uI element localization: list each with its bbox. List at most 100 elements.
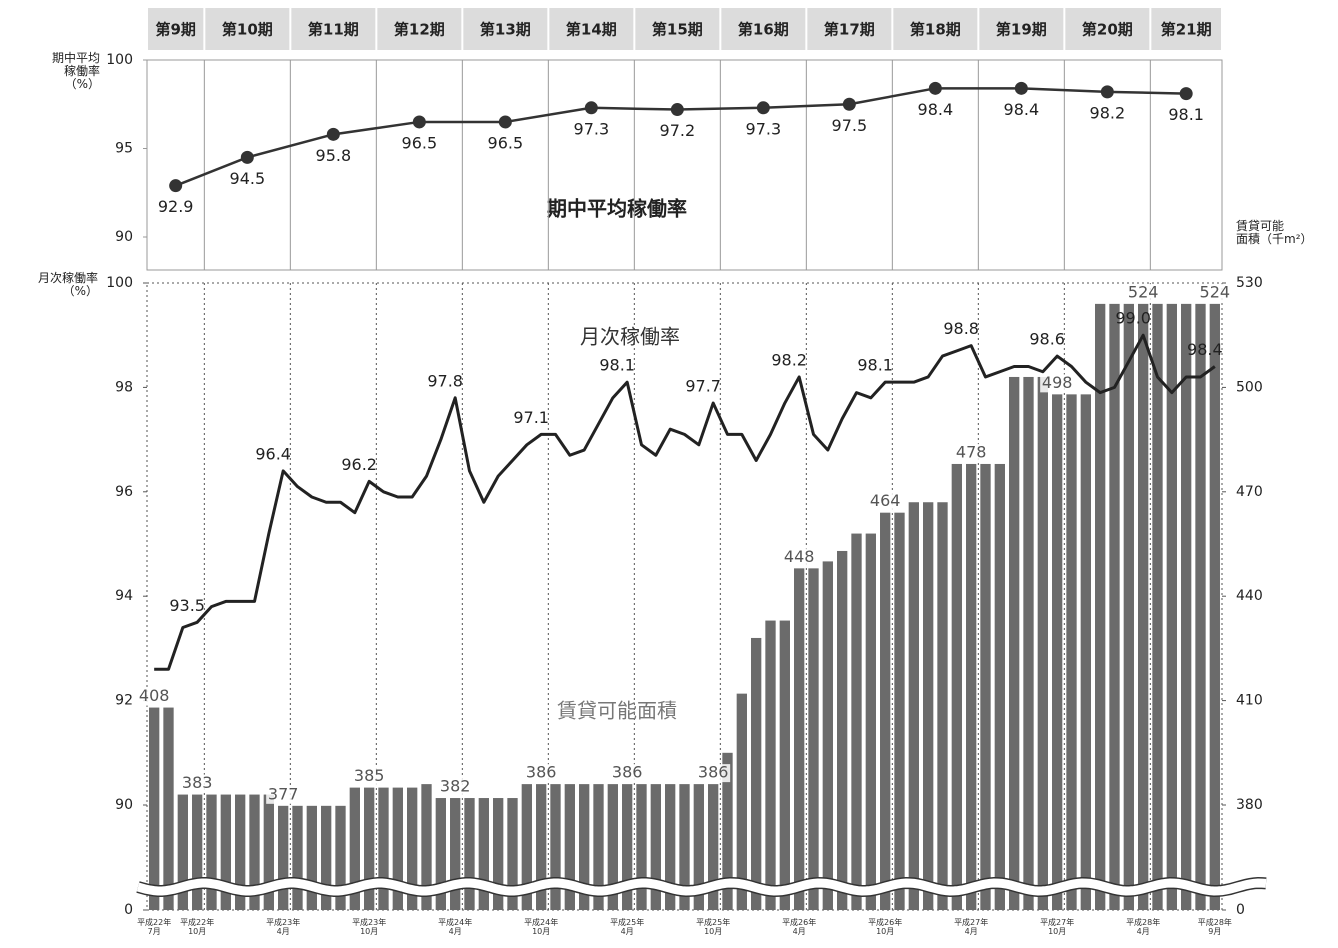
bar — [1109, 303, 1120, 910]
y2-tick-label: 500 — [1236, 379, 1263, 395]
bar — [923, 502, 934, 910]
x-tick-label: 平成23年 10月 — [352, 918, 387, 936]
label-bg — [868, 492, 903, 511]
header-cell — [463, 8, 548, 50]
axis-break — [136, 878, 1267, 896]
label-bg — [782, 548, 817, 567]
data-label: 98.2 — [1090, 103, 1126, 122]
y2-axis-label: 賃貸可能 面積（千m²） — [1236, 219, 1313, 246]
bar — [493, 798, 504, 910]
bar-label: 386 — [526, 763, 557, 782]
x-tick-label: 平成24年 10月 — [524, 918, 559, 936]
bar — [206, 794, 217, 910]
label-bg — [137, 687, 172, 706]
y-axis-label: 月次稼働率 （%） — [37, 271, 98, 298]
bar — [937, 502, 948, 910]
bar-label: 448 — [784, 547, 815, 566]
point — [1179, 87, 1193, 101]
y-tick-label: 0 — [124, 902, 133, 918]
y-tick-label: 92 — [115, 693, 133, 709]
label-bg — [266, 785, 301, 804]
label-bg — [954, 443, 989, 462]
label-bg — [1197, 283, 1232, 302]
bar — [650, 784, 661, 910]
bar — [665, 784, 676, 910]
header-label: 第9期 — [155, 21, 195, 39]
header-label: 第13期 — [480, 21, 531, 39]
bar — [435, 798, 446, 910]
bar — [980, 463, 991, 910]
label-bg — [1040, 374, 1075, 393]
bar — [1095, 303, 1106, 910]
point — [670, 103, 684, 117]
bar — [1009, 376, 1020, 911]
header-cell — [377, 8, 462, 50]
bar — [1037, 376, 1048, 911]
bar — [220, 794, 231, 910]
bar — [622, 784, 633, 910]
y-tick-label: 96 — [115, 484, 133, 500]
bar — [1080, 394, 1091, 910]
bar — [507, 798, 518, 910]
x-tick-label: 平成27年 4月 — [954, 918, 989, 936]
point — [584, 101, 598, 115]
header-cell — [1151, 8, 1221, 50]
header-label: 第16期 — [738, 21, 789, 39]
bar-label: 478 — [956, 442, 987, 461]
label-bg — [696, 764, 731, 783]
bar — [278, 805, 289, 910]
bar — [894, 512, 905, 910]
bar — [349, 787, 360, 910]
line-label: 98.1 — [599, 356, 635, 375]
header-cell — [635, 8, 720, 50]
header-label: 第11期 — [308, 21, 359, 39]
y-tick-label: 100 — [106, 275, 133, 291]
bar — [851, 533, 862, 910]
y-tick-label: 90 — [115, 797, 133, 813]
data-label: 94.5 — [230, 169, 266, 188]
bar — [1066, 394, 1077, 910]
bar — [464, 798, 475, 910]
bar — [808, 568, 819, 910]
header-cell — [291, 8, 376, 50]
bar-label: 383 — [182, 773, 213, 792]
x-tick-label: 平成26年 4月 — [782, 918, 817, 936]
data-label: 97.3 — [574, 119, 610, 138]
bar — [1181, 303, 1192, 910]
data-label: 97.3 — [746, 119, 782, 138]
data-label: 97.5 — [832, 116, 868, 135]
y2-tick-label: 0 — [1236, 902, 1245, 918]
bar — [1123, 303, 1134, 910]
bar — [837, 550, 848, 910]
x-tick-label: 平成25年 4月 — [610, 918, 645, 936]
bar — [450, 798, 461, 910]
bar — [321, 805, 332, 910]
bar — [593, 784, 604, 910]
point — [240, 150, 254, 164]
bar — [521, 784, 532, 910]
x-tick-label: 平成28年 9月 — [1197, 918, 1232, 936]
header-cell — [205, 8, 290, 50]
bar — [794, 568, 805, 910]
point — [412, 115, 426, 129]
y-tick-label: 95 — [115, 141, 133, 157]
bar-label: 377 — [268, 784, 299, 803]
y-tick-label: 98 — [115, 379, 133, 395]
data-label: 97.2 — [660, 121, 696, 140]
bar — [1138, 303, 1149, 910]
bar — [579, 784, 590, 910]
point — [1014, 81, 1028, 95]
bar — [364, 787, 375, 910]
line-label: 98.2 — [771, 350, 807, 369]
line-label: 98.1 — [857, 356, 893, 375]
data-label: 98.4 — [918, 100, 954, 119]
line-label: 97.1 — [513, 408, 549, 427]
bar — [306, 805, 317, 910]
data-label: 96.5 — [488, 133, 524, 152]
line — [154, 333, 1216, 671]
point — [928, 81, 942, 95]
header-label: 第20期 — [1082, 21, 1133, 39]
bar — [235, 794, 246, 910]
bar-label: 524 — [1128, 282, 1159, 301]
bar — [708, 784, 719, 910]
